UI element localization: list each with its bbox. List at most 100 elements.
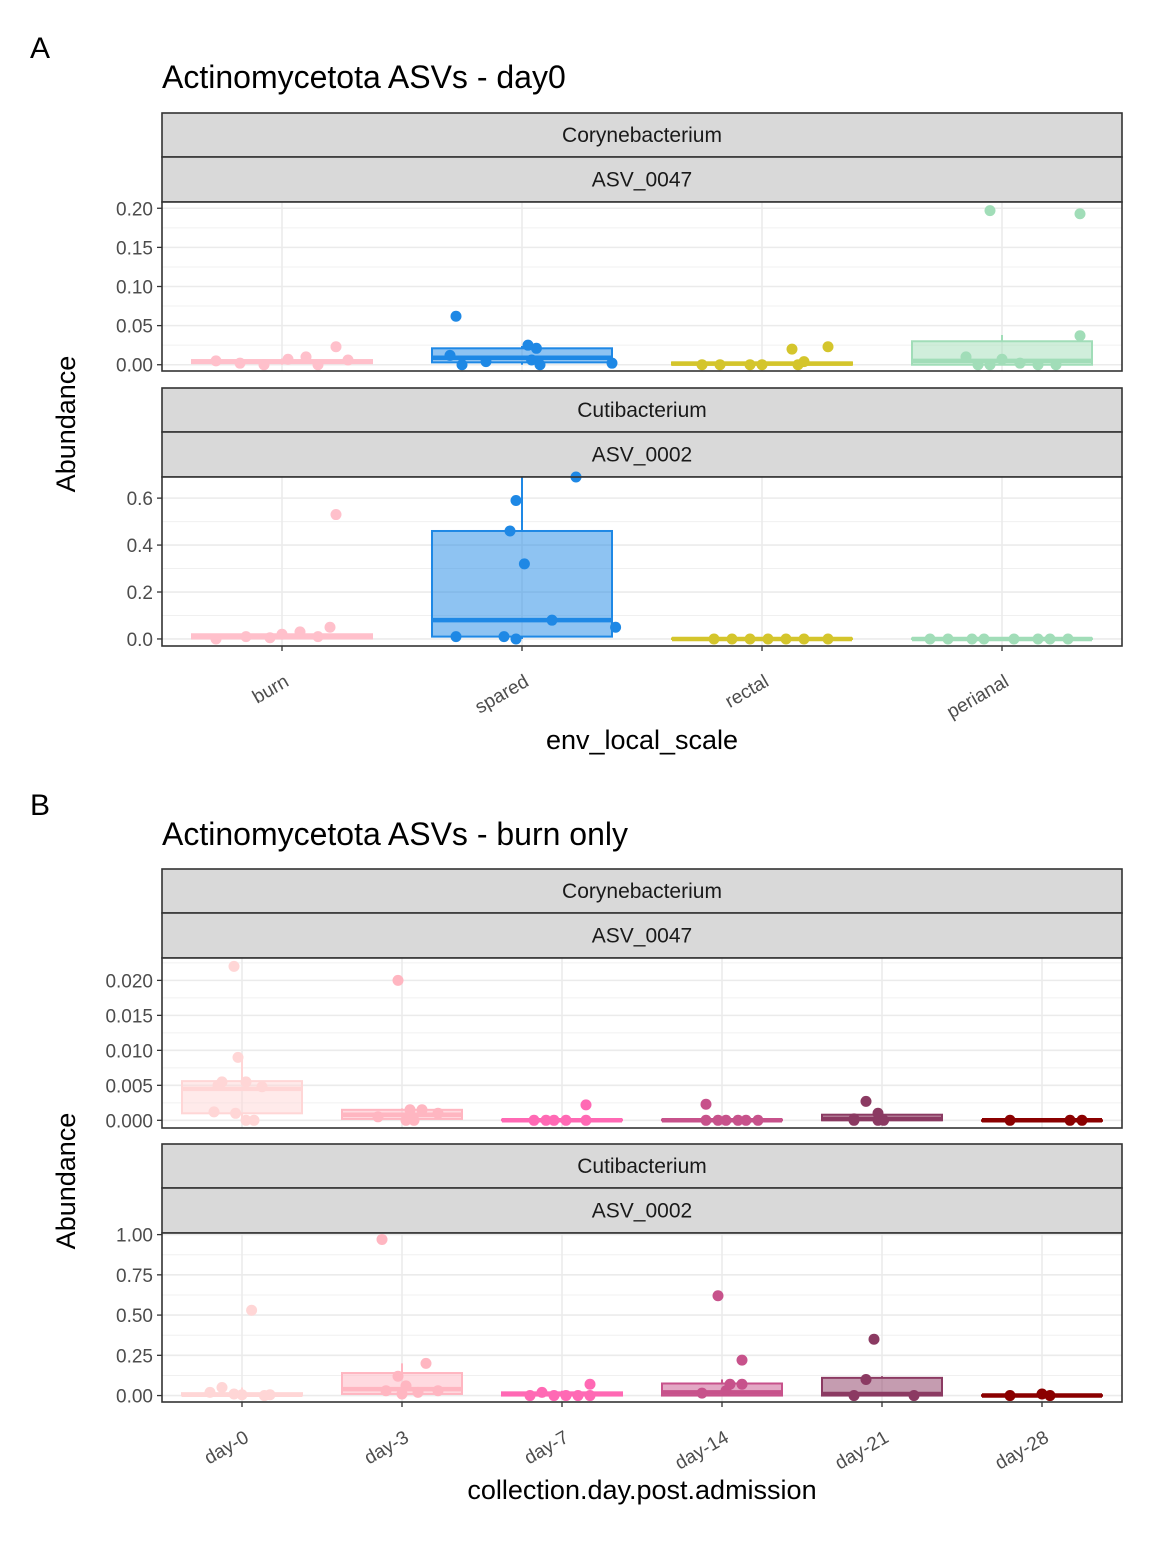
x-axis-title: env_local_scale	[546, 725, 738, 755]
y-tick-label: 0.00	[116, 356, 153, 377]
data-point	[860, 1095, 872, 1107]
data-point	[700, 1098, 712, 1110]
data-point	[584, 1378, 596, 1390]
data-point	[420, 1357, 432, 1369]
data-point	[878, 1114, 890, 1126]
data-point	[786, 343, 798, 355]
plot-background	[162, 1233, 1122, 1402]
data-point	[1076, 1114, 1088, 1126]
panel-letter: A	[30, 32, 50, 65]
data-point	[736, 1354, 748, 1366]
plot-background	[162, 477, 1122, 646]
data-point	[216, 1076, 228, 1088]
y-tick-label: 0.75	[116, 1266, 153, 1287]
y-axis-title: Abundance	[51, 1113, 81, 1250]
data-point	[548, 1390, 560, 1402]
y-tick-label: 0.020	[105, 971, 153, 992]
data-point	[822, 341, 834, 353]
strip-genus	[161, 387, 1123, 433]
x-tick-label: day-28	[992, 1427, 1053, 1474]
data-point	[380, 1385, 392, 1397]
data-point	[518, 558, 530, 570]
data-point	[724, 1378, 736, 1390]
data-point	[400, 1380, 412, 1392]
data-point	[234, 357, 246, 369]
y-tick-label: 0.010	[105, 1041, 153, 1062]
data-point	[376, 1233, 388, 1245]
x-axis-title: collection.day.post.admission	[467, 1475, 816, 1505]
data-point	[744, 359, 756, 371]
x-tick-label: spared	[472, 671, 533, 718]
data-point	[1004, 1390, 1016, 1402]
chart-title: Actinomycetota ASVs - day0	[162, 59, 566, 95]
data-point	[984, 359, 996, 371]
data-point	[294, 626, 306, 638]
data-point	[264, 632, 276, 644]
y-tick-label: 0.15	[116, 238, 153, 259]
boxplot-burn	[191, 358, 373, 365]
data-point	[342, 354, 354, 366]
chart-panel-a: A Actinomycetota ASVs - day0 Corynebacteri…	[30, 32, 1123, 755]
panel-border	[161, 957, 1123, 1129]
data-point	[966, 633, 978, 645]
data-point	[276, 628, 288, 640]
data-point	[392, 1370, 404, 1382]
data-point	[712, 1114, 724, 1126]
x-tick-label: burn	[249, 671, 292, 708]
x-tick-label: day-21	[832, 1427, 893, 1474]
data-point	[324, 621, 336, 633]
x-tick-label: day-7	[521, 1427, 573, 1469]
y-tick-label: 0.20	[116, 199, 153, 220]
facet-1: Corynebacterium ASV_0047 0.00 0.05 0.10 0.15 0…	[116, 112, 1123, 377]
data-point	[404, 1104, 416, 1116]
y-tick-label: 0.005	[105, 1076, 153, 1097]
y-tick-label: 1.00	[116, 1226, 153, 1247]
y-tick-label: 0.10	[116, 278, 153, 299]
y-tick-label: 0.00	[116, 1387, 153, 1408]
data-point	[504, 525, 516, 537]
data-point	[736, 1378, 748, 1390]
data-point	[1014, 357, 1026, 369]
data-point	[312, 359, 324, 371]
data-point	[530, 342, 542, 354]
boxplot-day-0	[181, 1057, 303, 1121]
data-point	[228, 1388, 240, 1400]
data-point	[1032, 633, 1044, 645]
data-point	[546, 614, 558, 626]
data-point	[264, 1389, 276, 1401]
data-point	[240, 631, 252, 643]
data-point	[258, 359, 270, 371]
strip-asv-label: ASV_0002	[592, 1200, 692, 1223]
data-point	[210, 355, 222, 367]
data-point	[996, 353, 1008, 365]
panel-letter: B	[30, 789, 50, 822]
data-point	[1074, 208, 1086, 220]
data-point	[312, 631, 324, 643]
data-point	[416, 1104, 428, 1116]
data-point	[580, 1114, 592, 1126]
x-tick-label: day-0	[201, 1427, 253, 1469]
y-tick-label: 0.05	[116, 317, 153, 338]
strip-genus-label: Corynebacterium	[562, 880, 722, 903]
data-point	[1044, 1390, 1056, 1402]
x-tick-label: day-14	[672, 1427, 733, 1474]
strip-asv	[161, 912, 1123, 959]
strip-genus	[161, 112, 1123, 158]
y-tick-label: 0.015	[105, 1006, 153, 1027]
data-point	[240, 1114, 252, 1126]
data-point	[510, 633, 522, 645]
strip-genus-label: Corynebacterium	[562, 124, 722, 147]
boxplot-rectal	[671, 636, 853, 642]
panel-border	[161, 1232, 1123, 1403]
data-point	[372, 1111, 384, 1123]
data-point	[696, 359, 708, 371]
chart-panel-b: B Actinomycetota ASVs - burn only Coryneba…	[30, 789, 1123, 1505]
y-tick-label: 0.25	[116, 1346, 153, 1367]
data-point	[924, 633, 936, 645]
y-tick-label: 0.2	[127, 583, 153, 604]
data-point	[700, 1114, 712, 1126]
data-point	[726, 633, 738, 645]
strip-asv	[161, 156, 1123, 203]
panel-border	[161, 476, 1123, 647]
data-point	[868, 1333, 880, 1345]
